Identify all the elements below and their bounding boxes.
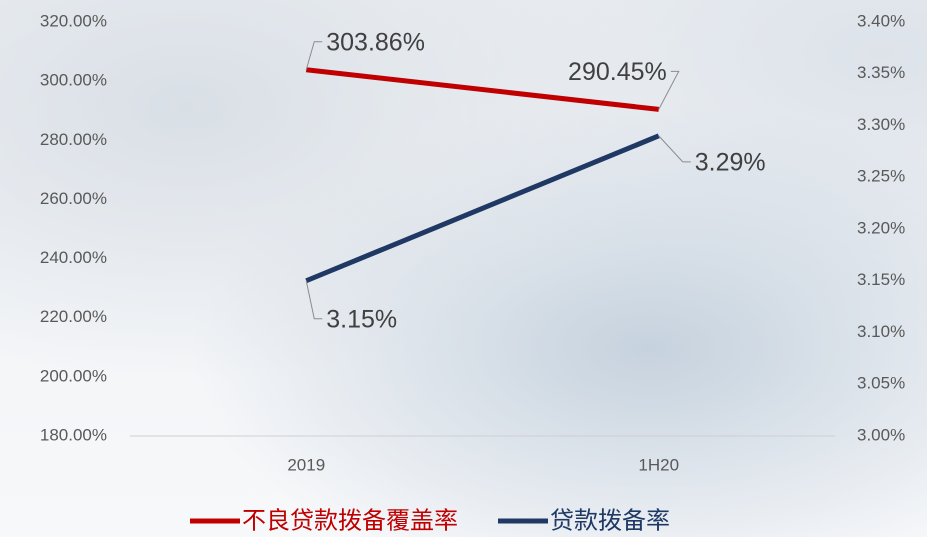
y2-tick-label: 3.35% [857,63,905,82]
leader-line [305,41,323,70]
series-line [305,67,660,112]
x-tick-label: 2019 [287,455,325,474]
y2-tick-label: 3.30% [857,115,905,134]
y-tick-label: 300.00% [40,71,107,90]
y-tick-label: 260.00% [40,189,107,208]
y2-tick-label: 3.25% [857,167,905,186]
y2-tick-label: 3.15% [857,270,905,289]
y2-tick-label: 3.05% [857,374,905,393]
value-label: 290.45% [568,58,667,86]
x-tick-label: 1H20 [638,455,679,474]
y2-tick-label: 3.10% [857,322,905,341]
legend-label: 贷款拨备率 [550,507,670,534]
y-tick-label: 280.00% [40,130,107,149]
leader-line [658,135,691,163]
y-tick-label: 200.00% [40,366,107,385]
value-label: 3.29% [695,148,766,176]
y2-tick-label: 3.00% [857,425,905,444]
series-line [305,133,660,284]
y2-tick-label: 3.40% [857,11,905,30]
y-tick-label: 240.00% [40,248,107,267]
value-label: 3.15% [326,305,397,333]
y-tick-label: 180.00% [40,425,107,444]
y2-tick-label: 3.20% [857,218,905,237]
leader-line [305,280,323,320]
leader-line [658,70,680,110]
value-label: 303.86% [326,28,425,56]
legend-label: 不良贷款拨备覆盖率 [242,507,458,534]
y-tick-label: 220.00% [40,307,107,326]
y-tick-label: 320.00% [40,11,107,30]
